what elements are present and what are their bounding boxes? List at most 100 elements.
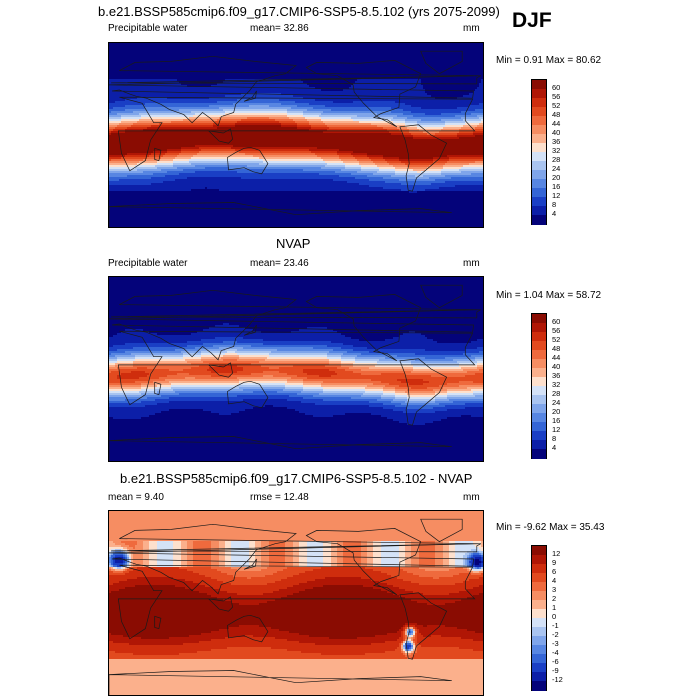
map-cell xyxy=(261,547,270,550)
map-cell xyxy=(333,329,483,332)
map-cell xyxy=(413,365,460,368)
map-cell xyxy=(193,555,212,558)
map-cell xyxy=(199,365,220,368)
map-cell xyxy=(399,549,406,552)
map-cell xyxy=(201,355,224,358)
map-cell xyxy=(133,565,144,568)
map-cell xyxy=(413,137,460,140)
map-cell xyxy=(269,555,286,558)
map-cell xyxy=(323,541,332,544)
map-cell xyxy=(313,395,362,398)
colorbar-swatch xyxy=(532,323,546,333)
map-cell xyxy=(169,369,184,372)
map-cell xyxy=(109,671,483,674)
map-cell xyxy=(181,545,188,548)
map-cell xyxy=(457,107,483,110)
season-label: DJF xyxy=(512,9,552,32)
map-cell xyxy=(231,549,250,552)
map-cell xyxy=(355,177,384,180)
map-cell xyxy=(155,399,244,402)
map-cell xyxy=(149,373,178,376)
map-cell xyxy=(403,649,406,652)
map-cell xyxy=(473,391,483,394)
map-cell xyxy=(469,557,472,560)
map-cell xyxy=(419,631,476,634)
map-cell xyxy=(109,445,483,448)
map-cell xyxy=(405,637,408,640)
map-cell xyxy=(297,123,310,126)
map-cell xyxy=(409,641,412,644)
map-cell xyxy=(109,599,224,602)
map-cell xyxy=(125,563,128,566)
map-cell xyxy=(109,407,254,410)
map-cell xyxy=(109,315,483,318)
map-cell xyxy=(195,377,238,380)
map-cell xyxy=(339,155,354,158)
map-cell xyxy=(129,567,138,570)
panel-2-variable-label: Precipitable water xyxy=(108,258,188,269)
map-cell xyxy=(293,593,394,596)
map-cell xyxy=(109,299,483,302)
map-cell xyxy=(255,549,262,552)
map-cell xyxy=(109,367,118,370)
map-cell xyxy=(109,621,483,624)
map-cell xyxy=(413,635,416,638)
panel-3-colorbar xyxy=(531,545,547,691)
colorbar-swatch xyxy=(532,314,546,324)
map-cell xyxy=(143,545,150,548)
map-cell xyxy=(407,395,436,398)
map-cell xyxy=(125,543,138,546)
map-cell xyxy=(109,201,483,204)
map-cell xyxy=(229,167,322,170)
map-cell xyxy=(381,559,400,562)
map-cell xyxy=(355,157,370,160)
map-cell xyxy=(109,71,483,74)
map-cell xyxy=(129,557,132,560)
map-cell xyxy=(131,371,146,374)
map-cell xyxy=(163,155,178,158)
map-cell xyxy=(373,553,382,556)
map-cell xyxy=(481,573,483,576)
map-cell xyxy=(109,129,114,132)
map-cell xyxy=(473,553,480,556)
colorbar-tick-label: 32 xyxy=(552,380,561,389)
map-cell xyxy=(407,629,410,632)
map-cell xyxy=(109,551,112,554)
map-cell xyxy=(109,117,122,120)
map-cell xyxy=(143,541,150,544)
map-cell xyxy=(287,595,400,598)
map-cell xyxy=(369,351,480,354)
map-cell xyxy=(463,165,483,168)
map-cell xyxy=(331,541,338,544)
map-cell xyxy=(109,607,483,610)
map-cell xyxy=(223,355,240,358)
map-cell xyxy=(321,383,374,386)
map-cell xyxy=(109,405,146,408)
map-cell xyxy=(317,147,483,150)
map-cell xyxy=(181,563,188,566)
map-cell xyxy=(181,83,218,86)
map-cell xyxy=(405,103,480,106)
map-cell xyxy=(399,557,406,560)
map-cell xyxy=(435,549,444,552)
map-cell xyxy=(303,97,436,100)
map-cell xyxy=(231,583,268,586)
coastline xyxy=(109,55,478,127)
map-cell xyxy=(109,441,483,444)
map-cell xyxy=(149,415,314,418)
map-cell xyxy=(373,551,382,554)
map-cell xyxy=(133,561,144,564)
map-cell xyxy=(109,141,483,144)
map-cell xyxy=(435,551,444,554)
map-cell xyxy=(109,545,122,548)
map-cell xyxy=(145,103,234,106)
map-cell xyxy=(109,171,144,174)
map-cell xyxy=(383,157,400,160)
map-cell xyxy=(467,559,470,562)
map-cell xyxy=(247,117,270,120)
map-cell xyxy=(289,631,398,634)
map-cell xyxy=(399,335,426,338)
map-cell xyxy=(435,541,444,544)
map-cell xyxy=(117,357,136,360)
map-cell xyxy=(445,175,483,178)
